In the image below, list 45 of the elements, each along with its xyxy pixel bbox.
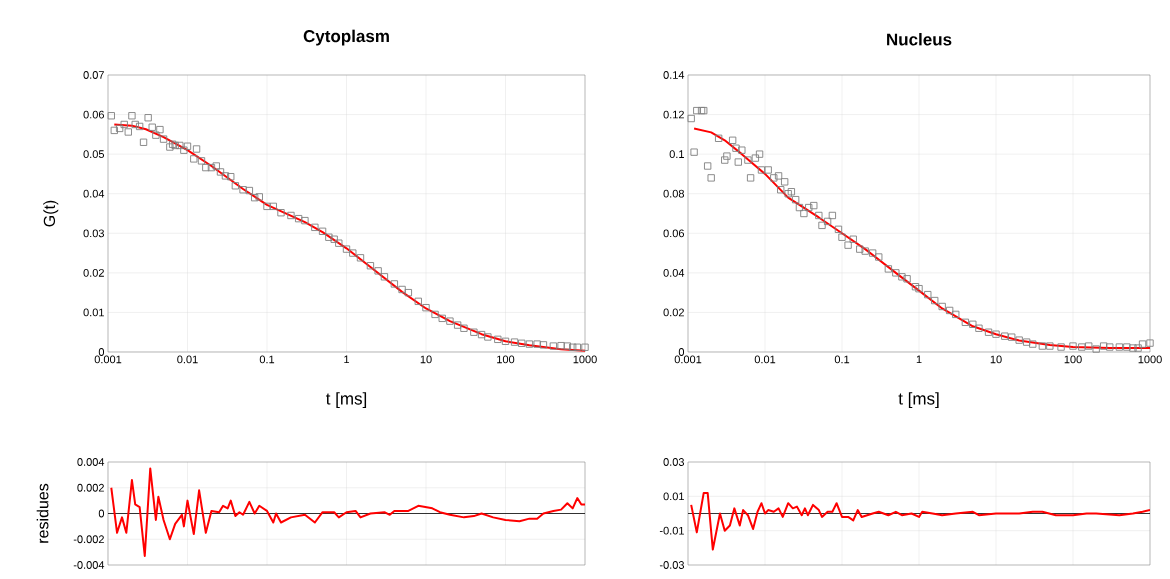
y-tick-label: 0.02 xyxy=(83,268,104,277)
y-axis-title: residues xyxy=(36,483,49,543)
x-tick-label: 0.01 xyxy=(754,355,776,364)
y-tick-label: -0.03 xyxy=(659,561,685,569)
y-tick-label: 0 xyxy=(98,348,105,356)
x-tick-label: 1000 xyxy=(1138,355,1162,364)
y-tick-label: -0.002 xyxy=(73,535,104,544)
x-axis-title: t [ms] xyxy=(325,392,367,408)
x-tick-label: 100 xyxy=(497,355,515,364)
y-axis-title: G(t) xyxy=(43,200,59,227)
y-tick-label: 0.08 xyxy=(663,189,685,198)
y-tick-label: 0.03 xyxy=(83,229,104,238)
y-tick-label: 0.06 xyxy=(83,110,104,119)
x-tick-label: 1000 xyxy=(573,355,597,364)
y-tick-label: 0 xyxy=(98,509,105,518)
y-tick-label: 0.12 xyxy=(663,110,684,119)
y-tick-label: 0.04 xyxy=(663,268,685,277)
y-tick-label: 0.1 xyxy=(669,150,684,159)
y-tick-label: -0.004 xyxy=(73,561,105,569)
y-tick-label: 0.01 xyxy=(83,308,104,317)
x-tick-label: 0.1 xyxy=(259,355,275,364)
y-tick-label: 0.02 xyxy=(663,308,684,317)
y-tick-label: 0.07 xyxy=(83,71,104,79)
x-tick-label: 1 xyxy=(344,355,350,364)
x-tick-label: 10 xyxy=(420,355,432,364)
x-tick-label: 0.1 xyxy=(834,355,850,364)
x-axis-title: t [ms] xyxy=(898,392,939,408)
chart-title: Cytoplasm xyxy=(303,29,389,46)
y-tick-label: 0.002 xyxy=(77,483,104,492)
y-tick-label: 0.01 xyxy=(663,492,684,501)
y-tick-label: 0.14 xyxy=(663,71,685,79)
y-tick-label: 0 xyxy=(678,348,685,356)
x-tick-label: 0.001 xyxy=(674,355,702,364)
x-tick-label: 10 xyxy=(990,355,1002,364)
x-tick-label: 1 xyxy=(916,355,922,364)
y-tick-label: -0.01 xyxy=(659,526,684,535)
x-tick-label: 0.001 xyxy=(94,355,122,364)
y-tick-label: 0.06 xyxy=(663,229,685,238)
chart-title: Nucleus xyxy=(887,33,952,46)
y-tick-label: 0.004 xyxy=(77,458,105,466)
y-tick-label: 0.03 xyxy=(663,458,685,466)
x-tick-label: 100 xyxy=(1064,355,1082,364)
y-tick-label: 0.04 xyxy=(83,189,105,198)
x-tick-label: 0.01 xyxy=(177,355,198,364)
y-tick-label: 0.05 xyxy=(83,150,105,159)
